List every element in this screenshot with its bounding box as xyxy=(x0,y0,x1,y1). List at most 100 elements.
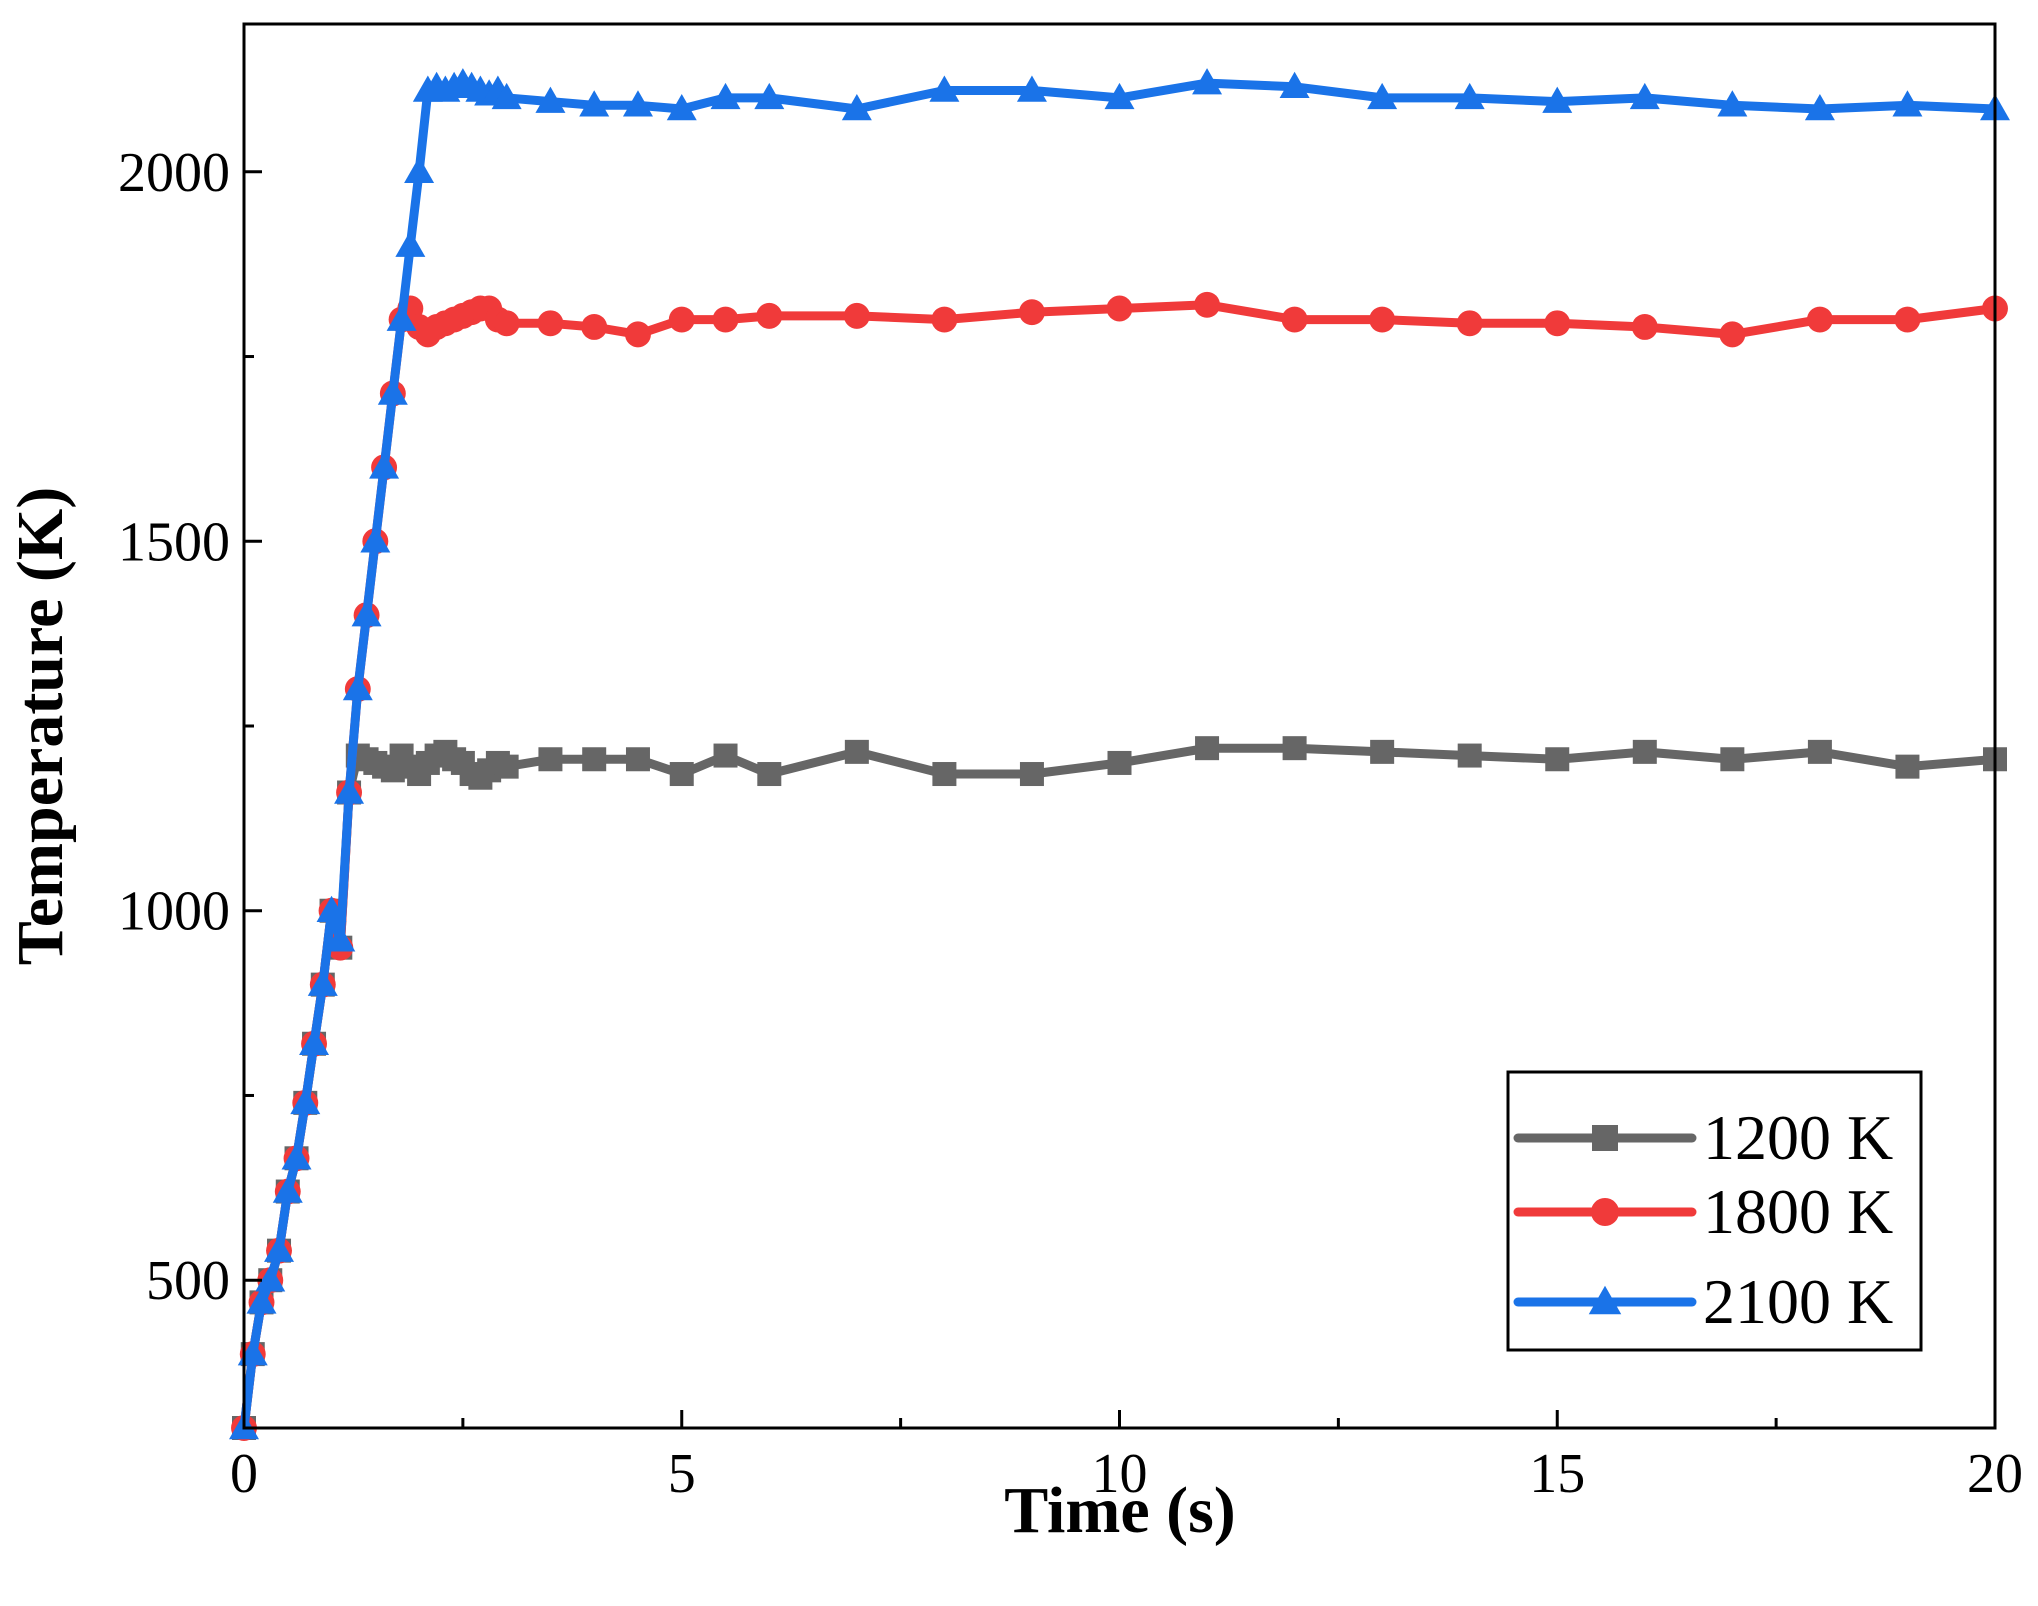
data-point xyxy=(538,747,563,772)
data-point xyxy=(1367,82,1398,110)
legend-label: 2100 K xyxy=(1703,1266,1893,1337)
x-tick-label: 20 xyxy=(1967,1443,2023,1505)
data-point xyxy=(1104,82,1135,110)
data-point xyxy=(582,747,607,772)
data-point xyxy=(1629,82,1660,110)
data-point xyxy=(710,82,741,110)
data-point xyxy=(1807,739,1832,764)
data-point xyxy=(272,1176,303,1203)
legend-entry: 1200 K xyxy=(1513,1102,1893,1173)
legend-marker xyxy=(1592,1125,1618,1151)
data-point xyxy=(1106,295,1133,322)
legend-marker xyxy=(1588,1285,1622,1315)
data-point xyxy=(334,777,365,804)
data-point xyxy=(299,1028,330,1055)
data-point xyxy=(369,452,400,479)
y-tick-label: 500 xyxy=(146,1250,230,1312)
data-point xyxy=(712,306,739,333)
data-point xyxy=(537,310,564,337)
data-point xyxy=(264,1235,295,1262)
data-point xyxy=(1894,306,1921,333)
data-point xyxy=(1279,71,1310,99)
legend-label: 1800 K xyxy=(1703,1176,1893,1247)
data-point xyxy=(666,93,697,121)
data-point xyxy=(1194,291,1221,318)
legend-entry: 2100 K xyxy=(1513,1266,1893,1337)
data-point xyxy=(325,925,356,952)
data-point xyxy=(625,747,650,772)
data-point xyxy=(281,1143,312,1170)
data-point xyxy=(931,306,958,333)
series-2100-k xyxy=(229,68,2010,1440)
data-point xyxy=(377,378,408,405)
data-point xyxy=(351,600,382,627)
data-point xyxy=(386,304,417,331)
data-point xyxy=(395,230,426,257)
data-point xyxy=(1892,90,1923,117)
data-point xyxy=(1019,762,1044,787)
data-point xyxy=(1542,86,1573,113)
data-point xyxy=(669,762,694,787)
data-point xyxy=(843,302,870,329)
data-point xyxy=(754,82,785,110)
y-tick-label: 1500 xyxy=(118,511,230,573)
x-tick-label: 0 xyxy=(230,1443,258,1505)
data-point xyxy=(932,762,957,787)
data-point xyxy=(844,739,869,764)
data-point xyxy=(307,969,338,996)
x-tick-label: 5 xyxy=(668,1443,696,1505)
data-point xyxy=(929,75,960,102)
data-point xyxy=(1720,747,1745,772)
x-tick-label: 10 xyxy=(1092,1443,1148,1505)
data-point xyxy=(1016,75,1047,102)
data-point xyxy=(756,302,783,329)
data-point xyxy=(841,93,872,121)
data-point xyxy=(1804,93,1835,121)
data-point xyxy=(494,754,519,779)
data-point xyxy=(713,743,738,768)
data-point xyxy=(1107,750,1132,775)
data-point xyxy=(316,895,347,922)
data-point xyxy=(491,82,522,110)
data-point xyxy=(1806,306,1833,333)
x-tick-label: 15 xyxy=(1529,1443,1585,1505)
data-point xyxy=(1717,90,1748,117)
data-point xyxy=(1282,736,1307,761)
data-point xyxy=(1192,68,1223,95)
legend-marker xyxy=(1590,1197,1620,1227)
data-point xyxy=(1457,743,1482,768)
data-point xyxy=(625,321,651,348)
data-point xyxy=(404,156,435,184)
legend-entry: 1800 K xyxy=(1513,1176,1893,1247)
data-point xyxy=(493,310,520,337)
y-tick-label: 2000 xyxy=(118,142,230,204)
x-axis-title: Time (s) xyxy=(1004,1474,1236,1547)
data-point xyxy=(255,1265,286,1292)
data-point xyxy=(581,314,608,340)
data-point xyxy=(1544,310,1571,337)
data-point xyxy=(1454,82,1485,110)
y-axis-title: Temperature (K) xyxy=(4,487,77,965)
data-point xyxy=(668,306,695,333)
data-point xyxy=(1895,754,1920,779)
data-point xyxy=(1195,736,1220,761)
data-point xyxy=(579,90,610,117)
data-point xyxy=(1281,306,1308,333)
data-point xyxy=(1632,739,1657,764)
y-tick-label: 1000 xyxy=(118,881,230,943)
ticks-layer: 0 5 10 15 20 500 1000 1500 2000 xyxy=(118,142,2023,1505)
data-point xyxy=(535,86,566,113)
data-point xyxy=(1456,310,1483,337)
data-point xyxy=(1018,299,1045,326)
data-point xyxy=(1369,306,1396,333)
data-point xyxy=(246,1287,277,1314)
data-point xyxy=(342,674,373,701)
data-point xyxy=(360,526,391,553)
data-point xyxy=(290,1087,321,1115)
data-point xyxy=(1631,314,1658,340)
data-point xyxy=(757,762,782,787)
